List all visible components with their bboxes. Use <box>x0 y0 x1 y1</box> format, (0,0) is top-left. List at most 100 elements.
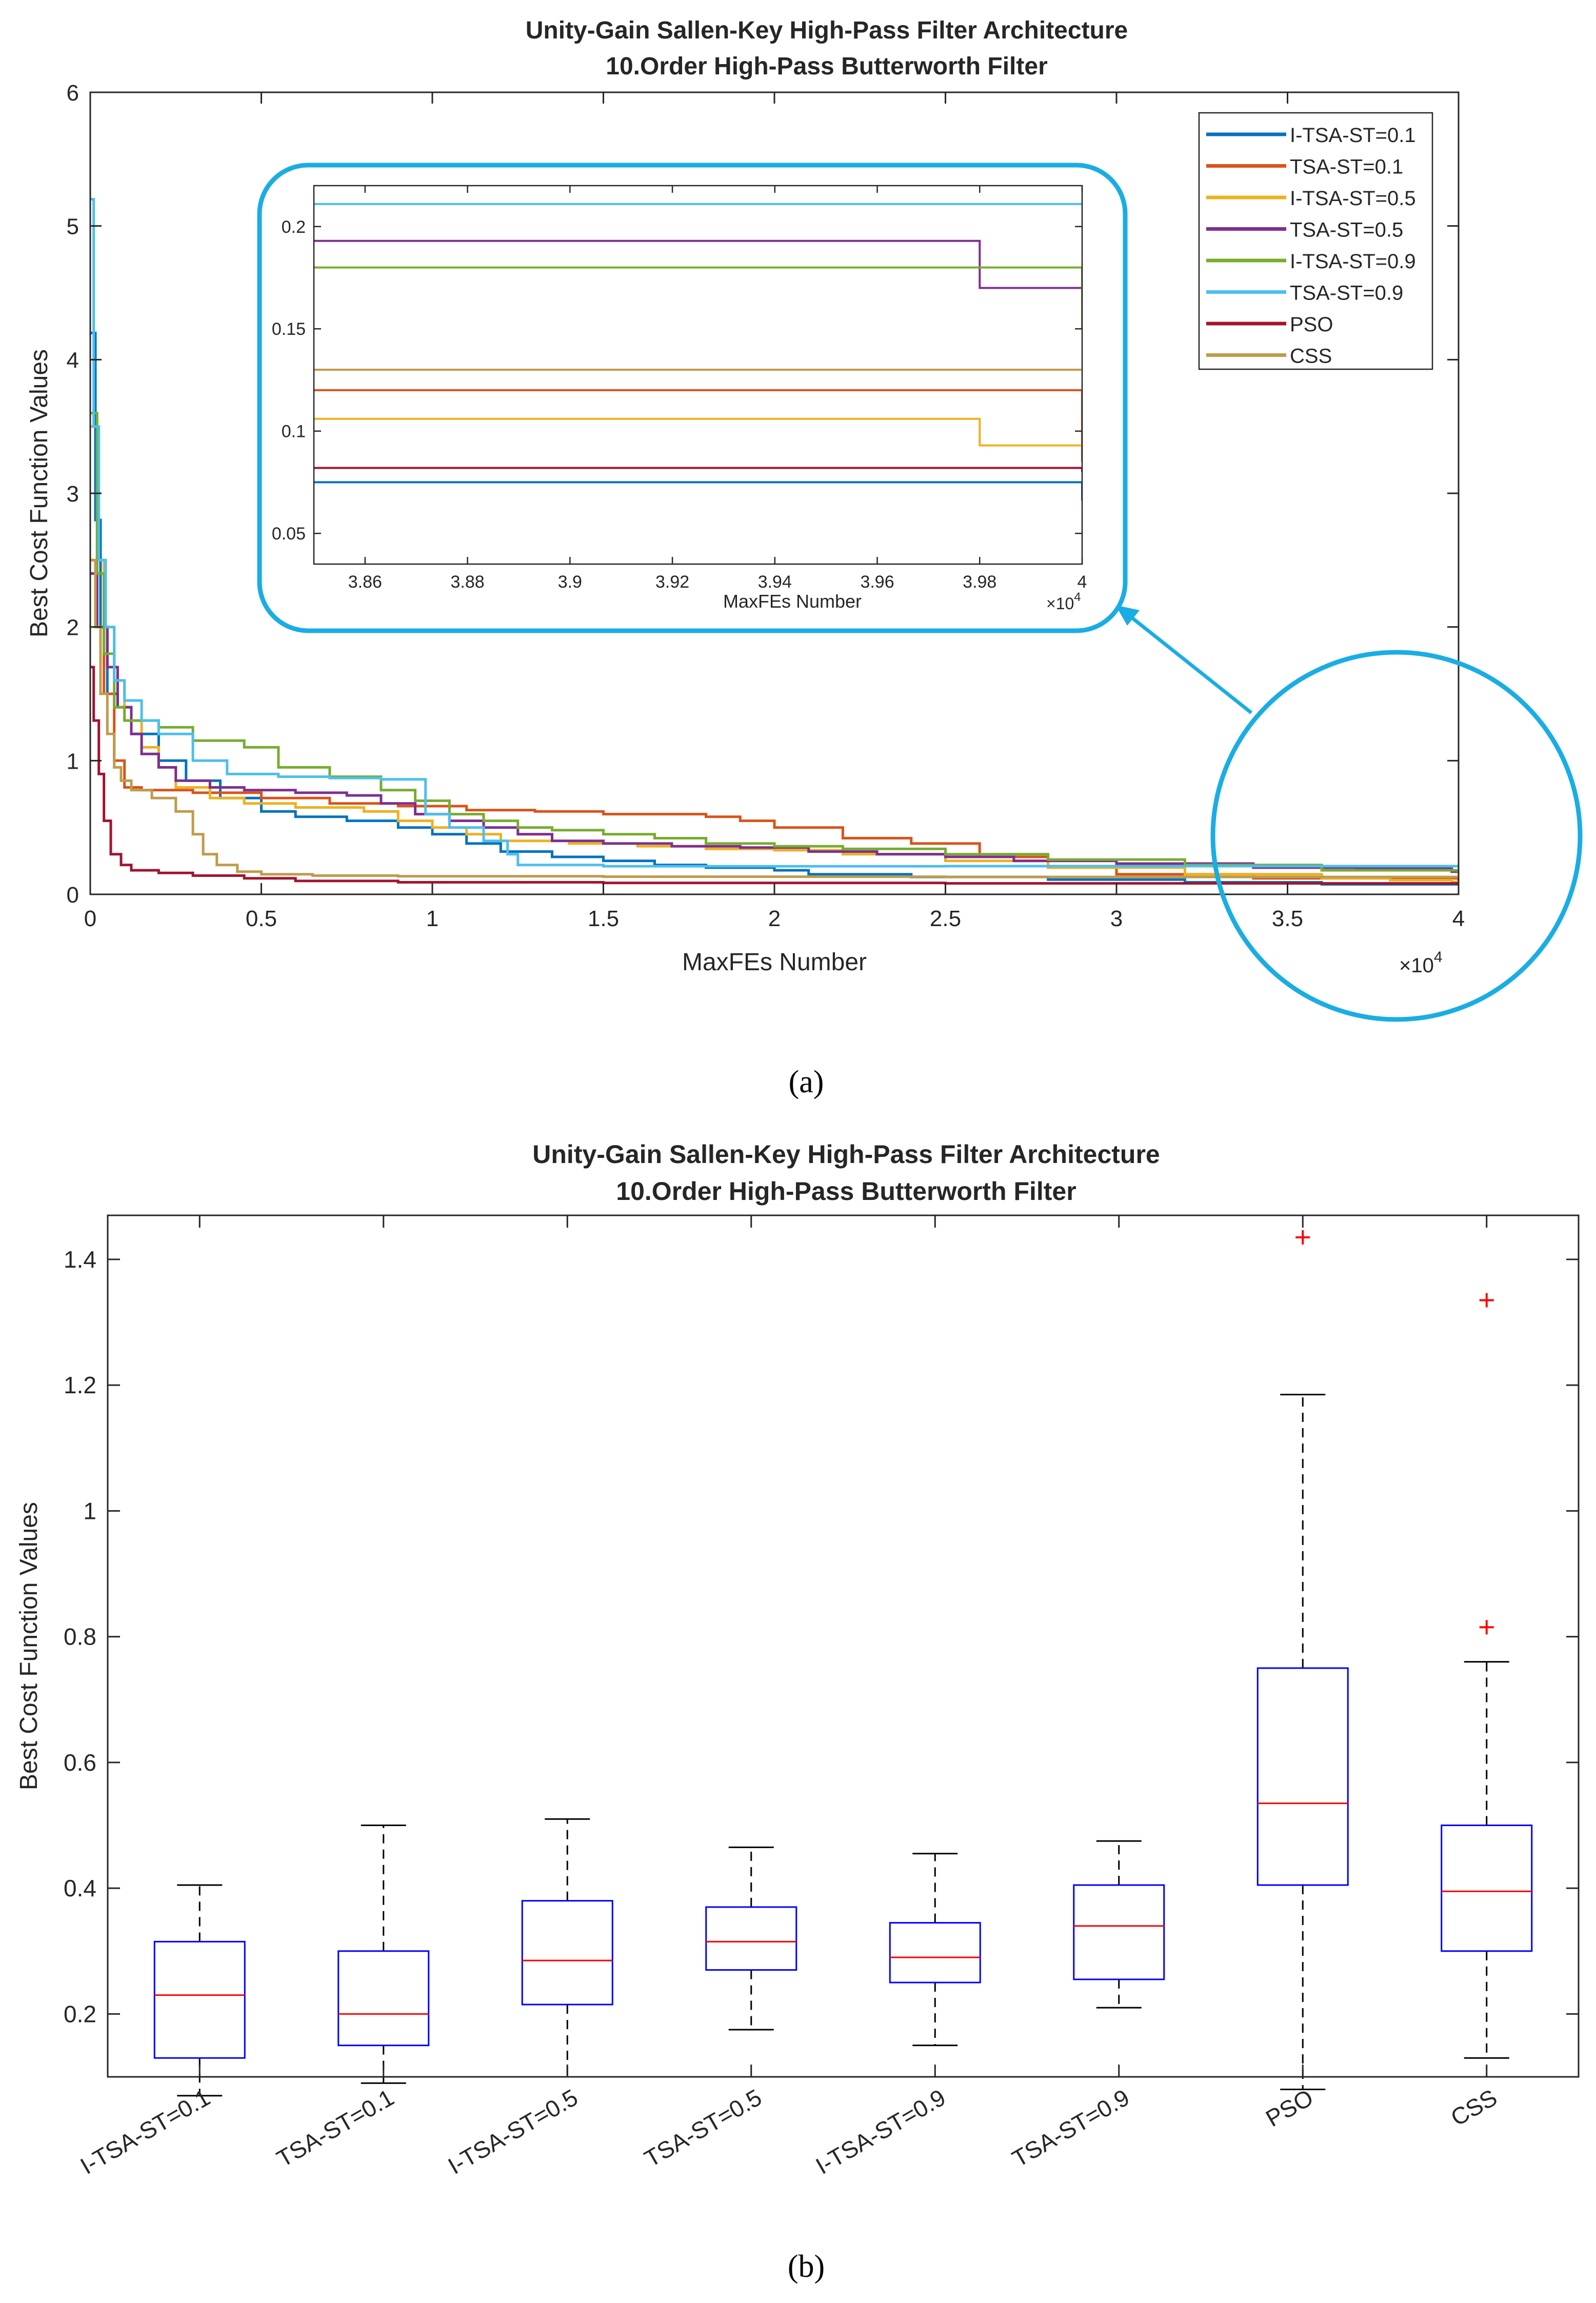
chart-b-category-labels: I-TSA-ST=0.1 TSA-ST=0.1 I-TSA-ST=0.5 TSA-ST… <box>76 1215 1502 2179</box>
inset-x-exponent-base: ×10 <box>1046 594 1074 613</box>
inset-series-layer <box>314 203 1082 501</box>
y-tick-label: 1 <box>67 749 79 774</box>
chart-a-x-ticks: 0 0.5 1 1.5 2 2.5 3 3.5 4 <box>84 92 1465 931</box>
legend-label-i-tsa-st-0-1: I-TSA-ST=0.1 <box>1290 124 1416 147</box>
x-tick-label: 0.5 <box>246 906 277 931</box>
zoom-arrow-line <box>1129 615 1253 714</box>
inset-x-tick-label: 3.88 <box>451 572 485 592</box>
y-tick-label: 4 <box>67 348 79 373</box>
chart-b-title-line-1: Unity-Gain Sallen-Key High-Pass Filter A… <box>532 1140 1160 1169</box>
chart-a-y-axis-label: Best Cost Function Values <box>26 349 53 637</box>
inset-series-line-i-tsa-st-0-9 <box>314 266 1082 329</box>
y-tick-label: 0 <box>67 883 79 908</box>
inset-x-tick-label: 4 <box>1078 572 1087 592</box>
inset-y-tick-label: 0.1 <box>282 422 306 442</box>
panel-b-box-plot: Unity-Gain Sallen-Key High-Pass Filter A… <box>15 1140 1580 2284</box>
x-tick-label: 1 <box>426 906 438 931</box>
b-y-tick-label: 1 <box>83 1497 96 1524</box>
b-y-tick-label: 0.2 <box>64 2000 96 2027</box>
inset-x-ticks: 3.86 3.88 3.9 3.92 3.94 3.96 3.98 4 <box>348 186 1087 592</box>
inset-series-line-tsa-st-0-1 <box>314 389 1082 462</box>
category-label-tsa-st-0-5: TSA-ST=0.5 <box>640 2084 766 2172</box>
inset-x-exponent: ×104 <box>1046 590 1081 613</box>
category-label-i-tsa-st-0-5: I-TSA-ST=0.5 <box>444 2084 583 2179</box>
inset-y-tick-label: 0.2 <box>282 217 306 237</box>
inset-series-line-i-tsa-st-0-5 <box>314 417 1082 447</box>
box-tsa-st-0-5 <box>705 1906 797 1971</box>
zoom-arrow-head <box>1115 605 1140 626</box>
x-tick-label: 1.5 <box>588 906 619 931</box>
x-tick-label: 0 <box>84 906 96 931</box>
panel-b-caption: (b) <box>788 2249 825 2284</box>
inset-x-exponent-power: 4 <box>1074 590 1081 604</box>
category-label-i-tsa-st-0-9: I-TSA-ST=0.9 <box>811 2084 950 2179</box>
outlier-pso <box>1295 1230 1310 1245</box>
chart-a-y-ticks: 0 1 2 3 4 5 6 <box>67 81 1459 908</box>
inset-y-tick-label: 0.15 <box>272 319 306 339</box>
inset-series-line-tsa-st-0-5 <box>314 239 1082 289</box>
chart-a-series-layer <box>90 198 1459 886</box>
category-label-tsa-st-0-9: TSA-ST=0.9 <box>1007 2084 1133 2172</box>
inset-x-axis-label: MaxFEs Number <box>723 591 862 612</box>
box-tsa-st-0-1 <box>337 1950 430 2047</box>
inset-series-line-i-tsa-st-0-1 <box>314 481 1082 501</box>
chart-a-title-line-1: Unity-Gain Sallen-Key High-Pass Filter A… <box>526 17 1128 44</box>
chart-b-axes-box <box>107 1214 1580 2078</box>
y-tick-label: 3 <box>67 482 79 507</box>
b-y-tick-label: 0.8 <box>64 1624 96 1650</box>
y-tick-label: 5 <box>67 214 79 239</box>
x-tick-label: 4 <box>1452 906 1465 931</box>
series-line-i-tsa-st-0-9 <box>90 412 1459 874</box>
chart-a-x-exponent-base: ×10 <box>1399 954 1434 977</box>
chart-a-legend: I-TSA-ST=0.1 TSA-ST=0.1 I-TSA-ST=0.5 TSA-ST… <box>1206 124 1416 368</box>
legend-label-i-tsa-st-0-9: I-TSA-ST=0.9 <box>1290 250 1416 273</box>
series-line-pso <box>90 666 1459 885</box>
inset-x-tick-label: 3.9 <box>558 572 582 592</box>
x-tick-label: 2 <box>768 906 781 931</box>
chart-b-title-line-2: 10.Order High-Pass Butterworth Filter <box>616 1177 1076 1206</box>
box-i-tsa-st-0-1 <box>153 1940 246 2059</box>
chart-a-legend-box <box>1198 112 1433 370</box>
inset-x-tick-label: 3.86 <box>348 572 382 592</box>
inset-x-tick-label: 3.98 <box>963 572 996 592</box>
inset-x-tick-label: 3.94 <box>758 572 792 592</box>
b-y-tick-label: 0.4 <box>64 1875 96 1901</box>
panel-a-caption: (a) <box>789 1065 824 1099</box>
b-y-tick-label: 0.6 <box>64 1749 96 1776</box>
box-tsa-st-0-9 <box>1073 1884 1165 1980</box>
series-line-tsa-st-0-9 <box>90 198 1459 868</box>
inset-rounded-frame <box>257 163 1128 633</box>
legend-label-tsa-st-0-1: TSA-ST=0.1 <box>1290 156 1403 178</box>
legend-label-css: CSS <box>1290 345 1332 368</box>
chart-a-x-exponent: ×104 <box>1399 949 1443 977</box>
series-line-css <box>90 558 1459 878</box>
category-label-tsa-st-0-1: TSA-ST=0.1 <box>272 2084 398 2172</box>
category-label-pso: PSO <box>1261 2084 1318 2132</box>
category-label-i-tsa-st-0-1: I-TSA-ST=0.1 <box>76 2084 215 2179</box>
legend-label-tsa-st-0-5: TSA-ST=0.5 <box>1290 219 1403 242</box>
inset-x-tick-label: 3.92 <box>655 572 689 592</box>
chart-b-y-ticks: 0.2 0.4 0.6 0.8 1 1.2 1.4 <box>64 1246 1579 2027</box>
inset-series-line-pso <box>314 467 1082 472</box>
panel-a-line-chart: Unity-Gain Sallen-Key High-Pass Filter A… <box>26 17 1583 1099</box>
box-css <box>1441 1824 1533 1952</box>
x-tick-label: 3 <box>1110 906 1123 931</box>
outlier-css <box>1479 1620 1494 1635</box>
legend-label-tsa-st-0-9: TSA-ST=0.9 <box>1290 282 1403 305</box>
series-line-tsa-st-0-1 <box>90 558 1459 883</box>
b-y-tick-label: 1.4 <box>64 1246 96 1273</box>
box-i-tsa-st-0-5 <box>521 1900 613 2006</box>
chart-a-x-axis-label: MaxFEs Number <box>682 949 867 976</box>
inset-x-tick-label: 3.96 <box>860 572 894 592</box>
b-y-tick-label: 1.2 <box>64 1372 96 1398</box>
box-pso <box>1256 1667 1349 1886</box>
category-label-css: CSS <box>1446 2084 1502 2131</box>
y-tick-label: 6 <box>67 81 79 106</box>
zoom-highlight-circle <box>1210 650 1583 1022</box>
chart-b-boxes <box>153 1230 1533 2097</box>
inset-y-ticks: 0.05 0.1 0.15 0.2 <box>272 217 1082 544</box>
box-i-tsa-st-0-9 <box>889 1922 981 1984</box>
x-tick-label: 2.5 <box>930 906 961 931</box>
legend-label-i-tsa-st-0-5: I-TSA-ST=0.5 <box>1290 187 1416 210</box>
